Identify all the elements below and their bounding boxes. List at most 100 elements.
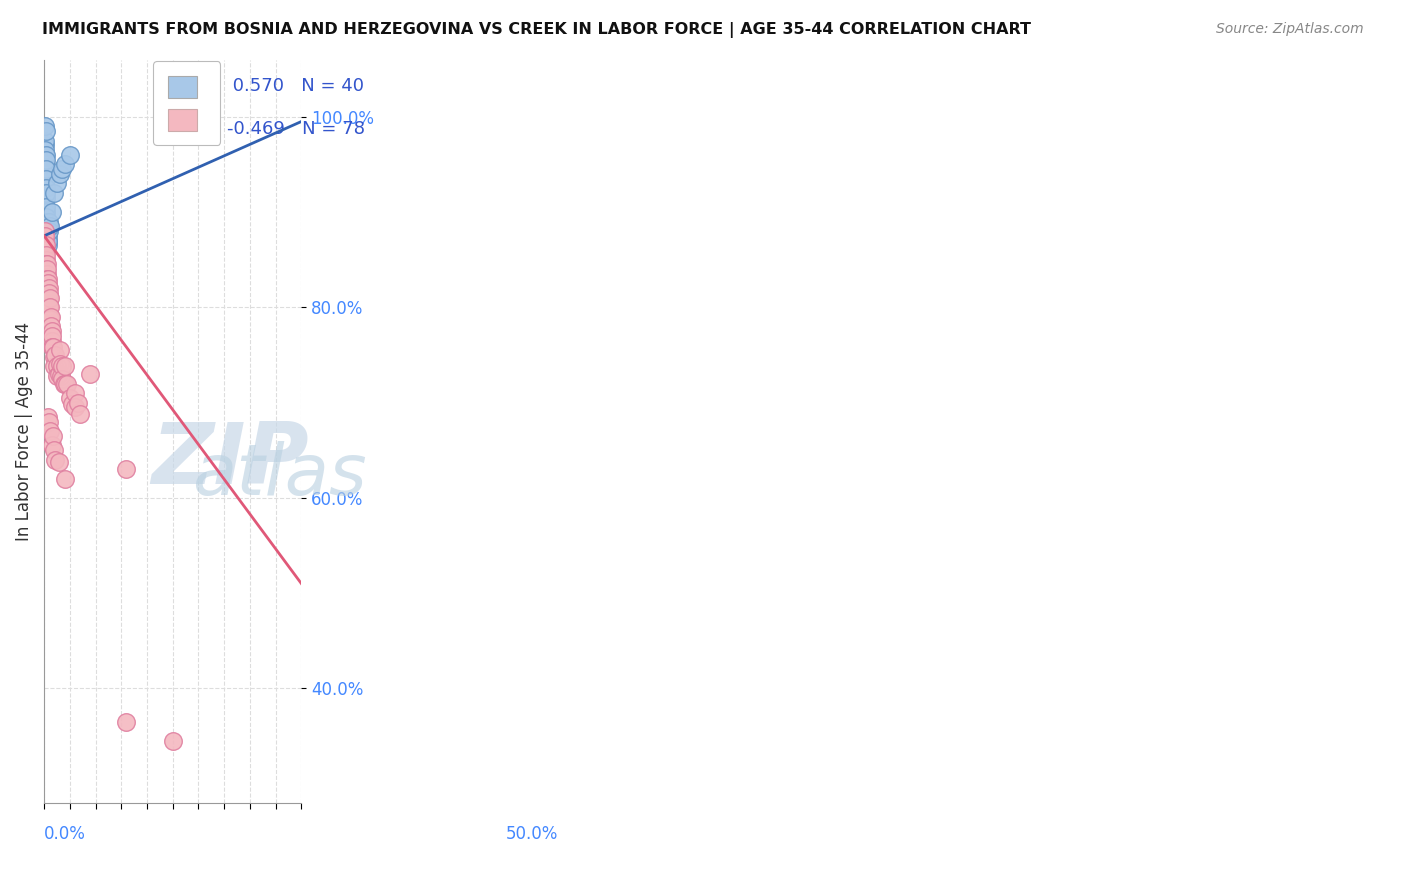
Point <box>38 293 60 307</box>
Point <box>34 143 56 157</box>
Point <box>34 228 56 243</box>
Point <box>44 452 66 467</box>
Point <box>51 162 73 177</box>
Text: 0.0%: 0.0% <box>44 825 86 843</box>
Text: IMMIGRANTS FROM BOSNIA AND HERZEGOVINA VS CREEK IN LABOR FORCE | AGE 35-44 CORRE: IMMIGRANTS FROM BOSNIA AND HERZEGOVINA V… <box>42 22 1031 38</box>
Point <box>37 234 59 248</box>
Point <box>63 386 86 401</box>
Point <box>35 271 58 285</box>
Point <box>37 234 59 248</box>
Point <box>34 148 56 162</box>
Point <box>37 305 59 319</box>
Point <box>37 228 59 243</box>
Point <box>46 359 69 374</box>
Point <box>34 120 56 134</box>
Point <box>41 205 63 219</box>
Point <box>34 157 56 171</box>
Point <box>34 153 56 167</box>
Point <box>41 438 63 452</box>
Point <box>41 340 63 354</box>
Point <box>51 359 73 374</box>
Point <box>37 291 59 305</box>
Y-axis label: In Labor Force | Age 35-44: In Labor Force | Age 35-44 <box>15 322 32 541</box>
Point <box>35 214 58 228</box>
Point <box>37 262 59 277</box>
Point <box>34 243 56 257</box>
Point <box>34 234 56 248</box>
Point <box>41 334 63 348</box>
Point <box>44 350 66 364</box>
Point <box>69 407 91 421</box>
Point <box>34 162 56 177</box>
Point <box>35 257 58 271</box>
Text: R = -0.469   N = 78: R = -0.469 N = 78 <box>187 120 364 138</box>
Point <box>35 285 58 300</box>
Text: 50.0%: 50.0% <box>506 825 558 843</box>
Point <box>34 167 56 181</box>
Point <box>34 153 56 167</box>
Point <box>48 455 70 469</box>
Point <box>37 283 59 297</box>
Point <box>37 271 59 285</box>
Point <box>46 368 69 383</box>
Point <box>35 277 58 291</box>
Point <box>53 359 76 374</box>
Point <box>35 248 58 262</box>
Point <box>41 329 63 343</box>
Point <box>59 391 82 405</box>
Point <box>35 219 58 234</box>
Point <box>37 289 59 303</box>
Point <box>48 343 70 358</box>
Point <box>38 301 60 315</box>
Point <box>34 191 56 205</box>
Point <box>35 205 58 219</box>
Legend: , : , <box>153 62 221 145</box>
Point <box>39 311 62 326</box>
Point <box>115 462 138 476</box>
Point <box>39 219 62 234</box>
Point <box>35 257 58 271</box>
Text: atlas: atlas <box>193 442 367 510</box>
Point <box>44 186 66 200</box>
Point <box>34 224 56 238</box>
Point <box>53 376 76 391</box>
Point <box>59 148 82 162</box>
Point <box>115 714 138 729</box>
Point <box>34 248 56 262</box>
Point <box>35 210 58 224</box>
Point <box>37 238 59 252</box>
Point <box>37 409 59 424</box>
Point <box>51 372 73 386</box>
Point <box>37 295 59 310</box>
Point <box>48 167 70 181</box>
Point <box>34 238 56 252</box>
Point <box>46 177 69 191</box>
Point <box>44 359 66 374</box>
Point <box>35 281 58 295</box>
Point <box>34 148 56 162</box>
Point <box>37 234 59 248</box>
Point <box>41 324 63 338</box>
Point <box>35 200 58 214</box>
Point <box>52 376 75 391</box>
Point <box>38 224 60 238</box>
Point <box>35 228 58 243</box>
Point <box>34 134 56 148</box>
Point <box>53 157 76 171</box>
Point <box>35 186 58 200</box>
Point <box>34 267 56 281</box>
Point <box>53 472 76 486</box>
Point <box>162 733 184 747</box>
Point <box>37 277 59 291</box>
Point <box>37 271 59 285</box>
Point <box>39 310 62 324</box>
Point <box>44 348 66 362</box>
Point <box>42 340 65 354</box>
Point <box>49 368 72 383</box>
Point <box>79 367 101 381</box>
Point <box>56 376 79 391</box>
Point <box>60 397 83 411</box>
Point <box>38 311 60 326</box>
Point <box>35 267 58 281</box>
Point <box>63 401 86 415</box>
